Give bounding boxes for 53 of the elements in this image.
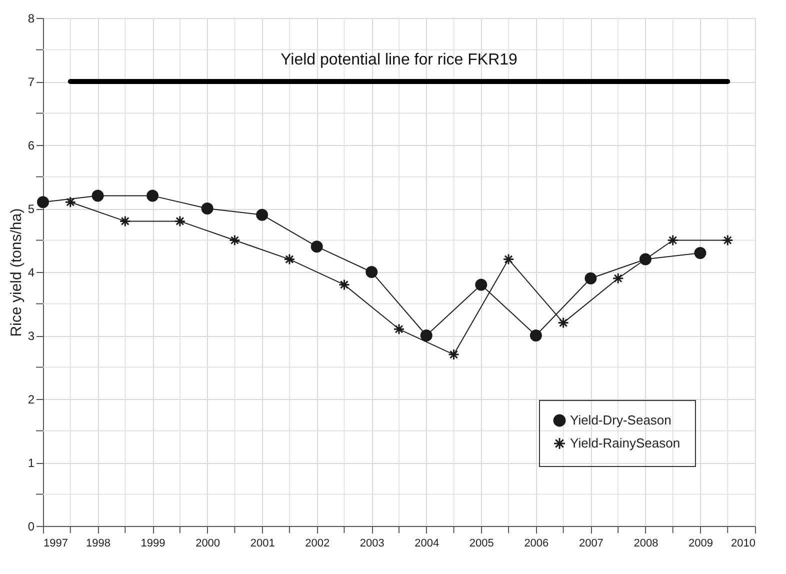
point (558, 317, 570, 329)
x-tick-label: 2004 (414, 538, 440, 550)
point (119, 215, 131, 227)
y-tick-label: 7 (28, 75, 35, 89)
x-tick-label: 2003 (360, 538, 384, 550)
point (694, 246, 706, 259)
point (448, 348, 460, 360)
point (256, 208, 268, 221)
annotation: Yield potential line for rice FKR19 (280, 52, 518, 68)
point (37, 196, 49, 208)
point (338, 278, 350, 290)
y-tick-label: 5 (28, 202, 35, 216)
point (722, 234, 734, 246)
x-tick-label: 2000 (196, 538, 220, 550)
point (475, 278, 488, 291)
y-tick-label: 2 (28, 392, 35, 406)
x-tick-label: 2008 (634, 538, 658, 550)
y-axis-title: Rice yield (tons/ha) (8, 208, 25, 337)
y-tick-label: 8 (28, 12, 35, 26)
y-tick-label: 3 (28, 329, 35, 343)
point (393, 323, 405, 335)
point (201, 202, 214, 214)
point (667, 234, 679, 246)
y-tick-label: 6 (28, 138, 35, 152)
point (502, 254, 514, 266)
point (366, 266, 378, 278)
point (92, 190, 104, 202)
point (584, 272, 597, 284)
x-tick-label: 2006 (524, 538, 549, 550)
x-tick-label: 2001 (250, 538, 275, 550)
point (174, 215, 186, 227)
y-tick-label: 0 (28, 520, 35, 534)
x-tick-label: 2002 (305, 538, 330, 550)
legend-label: Yield-Dry-Season (570, 412, 672, 428)
point (420, 330, 432, 342)
point (612, 272, 624, 284)
point (310, 240, 323, 253)
legend-label: Yield-RainySeason (570, 436, 680, 450)
x-tick-label: 1999 (140, 538, 166, 550)
x-tick-label: 2010 (731, 538, 756, 550)
x-tick-label: 2007 (578, 538, 604, 550)
point (228, 234, 240, 246)
point (284, 254, 296, 266)
point (146, 190, 159, 202)
point (639, 253, 652, 266)
point (530, 330, 542, 342)
y-tick-label: 1 (28, 456, 35, 470)
y-tick-label: 4 (28, 266, 35, 280)
point (64, 196, 76, 208)
x-tick-label: 1997 (44, 538, 68, 550)
x-tick-label: 1998 (86, 538, 111, 550)
x-tick-label: 2009 (688, 538, 713, 550)
x-tick-label: 2005 (469, 538, 494, 550)
